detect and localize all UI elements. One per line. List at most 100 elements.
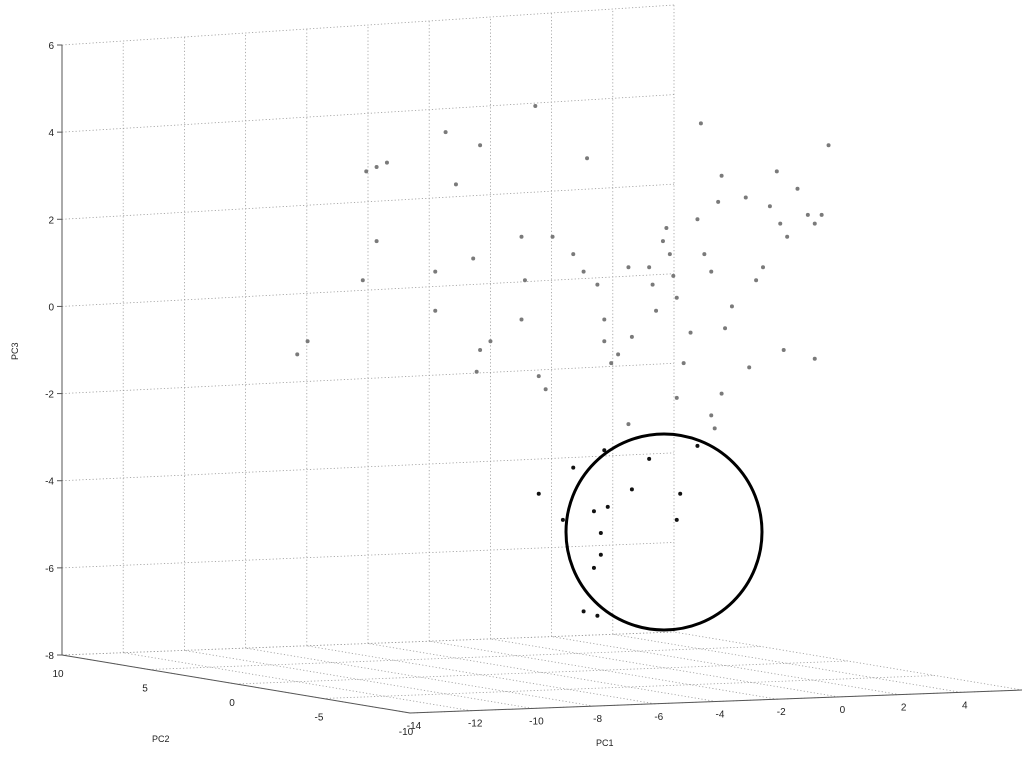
y-tick-label: -5 (315, 713, 324, 724)
data-point (719, 173, 724, 178)
data-point (688, 330, 693, 335)
grid-layer (61, 4, 1023, 714)
data-point (795, 186, 800, 191)
data-point (433, 269, 438, 274)
data-point (364, 169, 369, 174)
horizontal-gridline (61, 183, 675, 220)
axes-frame (61, 45, 1023, 714)
floor-gridline (322, 675, 936, 699)
data-point (478, 348, 483, 352)
data-point (695, 217, 700, 222)
data-point (674, 295, 679, 300)
x-tick-label: -10 (529, 716, 544, 727)
data-point (812, 356, 817, 361)
z-tick-label: -4 (45, 477, 54, 488)
floor-gridline (429, 640, 778, 700)
floor-gridline (61, 631, 675, 656)
data-point (716, 199, 721, 204)
floor-gridline (612, 633, 961, 693)
data-point (647, 265, 652, 270)
data-point (543, 387, 548, 392)
x-tick-label: 2 (901, 703, 907, 714)
data-point (667, 252, 672, 257)
highlighted-data-point (595, 613, 600, 618)
y-axis-line (61, 654, 411, 714)
x-tick-label: -12 (468, 719, 483, 730)
data-point (295, 352, 300, 357)
data-point (478, 143, 483, 148)
data-point (709, 269, 714, 274)
data-point (626, 265, 631, 270)
data-point (471, 256, 476, 261)
highlighted-data-point (598, 531, 603, 535)
z-tick-label: 2 (48, 215, 54, 226)
data-point (595, 282, 600, 287)
data-point (443, 130, 448, 135)
highlighted-data-point (581, 609, 586, 614)
y-axis-label: PC2 (152, 734, 170, 744)
z-tick-label: -8 (45, 651, 54, 662)
floor-gridline (245, 647, 594, 707)
data-point (723, 326, 728, 331)
highlighted-data-point (678, 491, 683, 496)
data-point (533, 104, 538, 108)
data-point (826, 143, 831, 148)
z-tick-label: 4 (48, 128, 54, 139)
floor-gridline (306, 645, 655, 705)
highlighted-data-point (560, 517, 565, 522)
x-tick-label: -6 (654, 712, 663, 723)
x-axis-label: PC1 (596, 738, 614, 748)
data-point (626, 422, 631, 427)
z-tick-label: -6 (45, 564, 54, 575)
z-tick-label: 0 (48, 302, 54, 313)
data-point (729, 304, 734, 309)
data-point (536, 374, 541, 379)
data-point (488, 339, 493, 344)
x-tick-label: -8 (593, 714, 602, 725)
data-point (778, 221, 783, 226)
data-point (629, 334, 634, 339)
data-point (774, 169, 779, 174)
data-point (522, 278, 527, 283)
data-point (550, 234, 555, 239)
y-tick-label: 0 (229, 698, 235, 709)
floor-gridline (673, 631, 1023, 691)
data-point (660, 239, 665, 244)
horizontal-gridline (61, 273, 675, 307)
data-point (754, 278, 759, 283)
data-point (519, 317, 524, 322)
data-point (581, 269, 586, 274)
data-point (743, 195, 748, 200)
horizontal-gridline (61, 94, 675, 133)
data-point (709, 413, 714, 418)
highlighted-data-point (695, 443, 700, 448)
data-point (519, 234, 524, 239)
data-point (671, 273, 676, 278)
data-point (571, 252, 576, 257)
data-point (602, 317, 607, 322)
x-tick-label: 0 (840, 705, 846, 716)
highlighted-data-point (602, 448, 607, 453)
y-tick-label: 10 (52, 669, 64, 680)
data-point (602, 339, 607, 344)
data-point (616, 352, 621, 357)
data-point (664, 226, 669, 230)
highlighted-data-point (598, 552, 603, 557)
data-point (384, 160, 389, 165)
y-tick-label: 5 (142, 684, 148, 695)
data-point (374, 165, 379, 169)
highlighted-data-point (591, 565, 596, 570)
data-point (360, 278, 365, 283)
highlighted-data-point (629, 487, 634, 492)
highlight-ring (564, 432, 764, 632)
x-tick-label: -14 (407, 721, 422, 732)
floor-gridline (367, 643, 717, 702)
floor-gridline (148, 646, 762, 670)
highlighted-data-point (591, 509, 596, 514)
horizontal-gridline (61, 362, 675, 394)
data-point (609, 361, 614, 366)
x-tick-label: -4 (716, 710, 725, 721)
x-tick-label: 4 (962, 700, 968, 711)
floor-gridline (235, 660, 849, 685)
